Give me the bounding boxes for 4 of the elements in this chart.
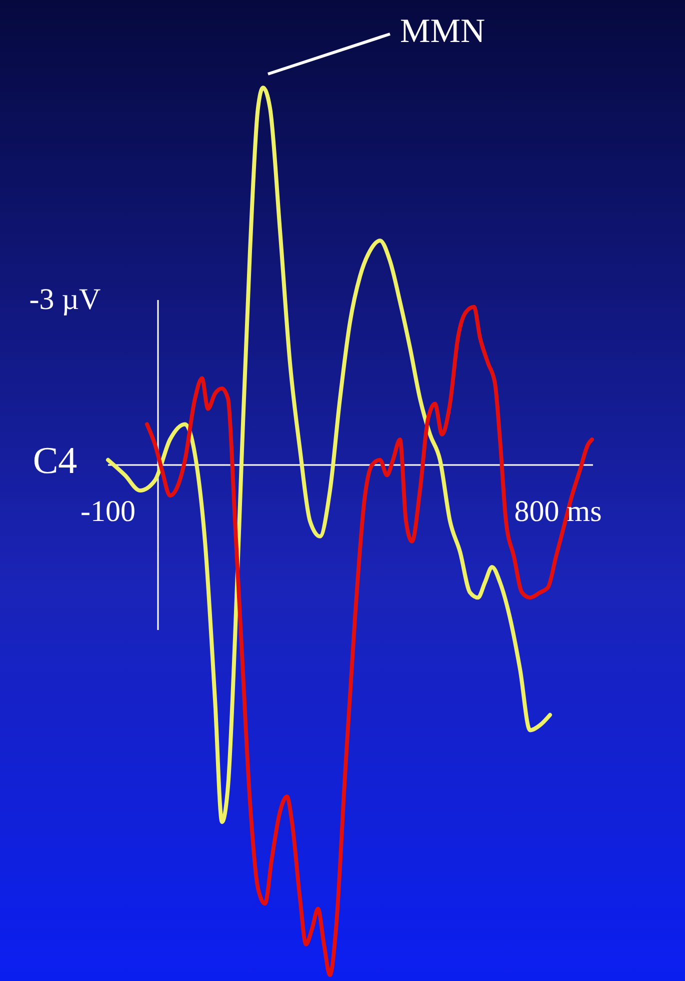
text: MMN	[400, 13, 486, 50]
text: -3 µV	[29, 283, 102, 316]
x-tick-label: -100	[80, 495, 136, 528]
text: C4	[32, 440, 78, 482]
